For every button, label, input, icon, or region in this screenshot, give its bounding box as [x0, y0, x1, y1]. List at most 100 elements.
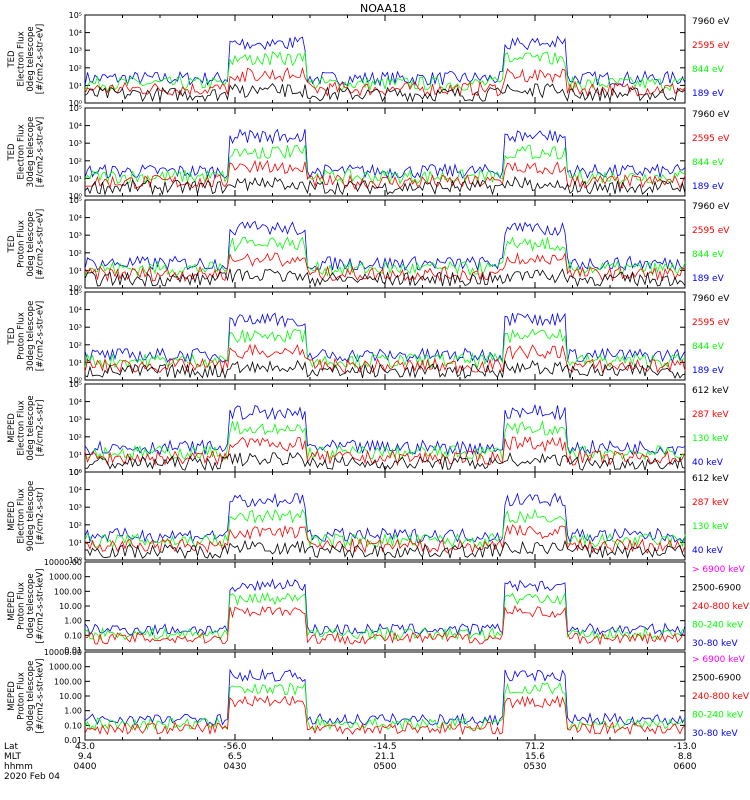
legend-entry: 844 eV	[692, 250, 725, 260]
legend-entry: 2595 eV	[692, 226, 730, 236]
legend-entry: 40 keV	[692, 546, 724, 556]
y-axis-label: MEPED Electron Flux 0deg telescope [#/cm2-s…	[7, 395, 46, 460]
legend-entry: 7960 eV	[692, 17, 730, 27]
legend-entry: 287 keV	[692, 498, 729, 508]
legend-entry: 189 eV	[692, 89, 725, 99]
y-tick-label: 10⁴	[69, 486, 82, 495]
y-axis-label-line: 0deg telescope	[26, 211, 36, 276]
y-tick-label: 10⁰	[69, 556, 82, 565]
flux-series	[84, 492, 686, 544]
footer-row-label: MLT	[4, 752, 22, 762]
flux-series	[84, 236, 686, 278]
y-axis-label-line: Electron Flux	[17, 124, 27, 179]
y-tick-label: 1.00	[64, 617, 82, 626]
y-tick-label: 10³	[69, 503, 82, 512]
y-tick-label: 10³	[69, 231, 82, 240]
y-axis-label-line: Proton Flux	[17, 312, 27, 360]
flux-series	[84, 420, 686, 462]
y-tick-label: 1.00	[64, 707, 82, 716]
legend-entry: 2500-6900	[692, 674, 741, 684]
y-axis-label-line: TED	[7, 50, 17, 69]
y-tick-label: 10¹	[69, 538, 82, 547]
footer-value: 0530	[524, 762, 547, 772]
flux-series	[84, 436, 686, 467]
y-axis-label-line: 0deg telescope	[26, 573, 36, 638]
flux-series	[84, 159, 686, 191]
y-axis-label-line: [#/cm2-s-str]	[36, 400, 46, 457]
legend-entry: 189 eV	[692, 366, 725, 376]
legend-entry: 189 eV	[692, 182, 725, 192]
y-tick-label: 10²	[69, 521, 82, 530]
footer-value: -13.0	[673, 742, 697, 752]
y-axis-label-line: 90deg telescope	[26, 661, 36, 732]
y-tick-label: 10³	[69, 415, 82, 424]
y-tick-label: 10¹	[69, 81, 82, 90]
y-tick-label: 0.10	[64, 721, 82, 730]
footer-value: 8.8	[678, 752, 693, 762]
y-tick-label: 10¹	[69, 266, 82, 275]
flux-series	[84, 451, 686, 472]
panel-8: 0.01 0.10 1.00 10.00 100.00 1000.00 10000.00 ME…	[7, 648, 750, 745]
y-tick-label: 10⁰	[69, 284, 82, 293]
y-tick-label: 10³	[69, 46, 82, 55]
flux-series	[84, 359, 686, 380]
figure-title: NOAA18	[360, 2, 406, 15]
y-axis-label: MEPED Proton Flux 90deg telescope [#/cm2-s-…	[7, 659, 46, 734]
flux-series	[84, 35, 686, 87]
footer-value: 9.4	[78, 752, 93, 762]
footer-value: 15.6	[525, 752, 545, 762]
y-tick-label: 10000.00	[44, 648, 82, 657]
flux-series	[84, 695, 686, 736]
flux-series	[84, 328, 686, 369]
y-axis-label-line: [#/cm2-s-str-keV]	[36, 569, 46, 644]
legend-entry: 612 keV	[692, 474, 729, 484]
y-tick-label: 10⁰	[69, 99, 82, 108]
y-axis-label-line: [#/cm2-s-str-eV]	[36, 117, 46, 187]
y-tick-label: 10.00	[59, 602, 82, 611]
footer-value: -14.5	[373, 742, 396, 752]
y-tick-label: 10⁵	[69, 288, 82, 297]
legend-entry: 189 eV	[692, 274, 725, 284]
y-tick-label: 100.00	[54, 587, 82, 596]
y-tick-label: 10²	[69, 157, 82, 166]
y-axis-label-line: Electron Flux	[17, 400, 27, 455]
y-tick-label: 10²	[69, 64, 82, 73]
flux-series	[84, 252, 686, 283]
y-axis-label-line: MEPED	[7, 501, 17, 531]
legend-entry: 287 keV	[692, 410, 729, 420]
y-axis-label-line: Electron Flux	[17, 488, 27, 543]
panel-7: 0.01 0.10 1.00 10.00 100.00 1000.00 10000.00 ME…	[7, 558, 750, 655]
flux-series	[84, 508, 686, 549]
y-tick-label: 0.01	[64, 646, 82, 655]
y-axis-label-line: 0deg telescope	[26, 26, 36, 91]
legend-entry: 30-80 keV	[692, 639, 738, 649]
y-tick-label: 10¹	[69, 174, 82, 183]
legend-entry: 80-240 keV	[692, 621, 744, 631]
y-axis-label-line: TED	[7, 327, 17, 346]
y-axis-label-line: 30deg telescope	[26, 117, 36, 188]
y-axis-label-line: [#/cm2-s-str-eV]	[36, 301, 46, 371]
legend-entry: 2595 eV	[692, 318, 730, 328]
flux-series	[84, 83, 686, 103]
y-tick-label: 1000.00	[49, 573, 82, 582]
panel-6: 10⁰ 10¹ 10² 10³ 10⁴ 10⁵ MEPED Electron Flux 90de…	[7, 468, 729, 565]
footer-value: 71.2	[525, 742, 545, 752]
footer-value: 6.5	[228, 752, 242, 762]
footer-date: 2020 Feb 04	[4, 772, 60, 782]
flux-series	[84, 578, 686, 637]
y-axis-label-line: [#/cm2-s-str-eV]	[36, 24, 46, 94]
y-tick-label: 10⁵	[69, 11, 82, 20]
y-axis-label: MEPED Proton Flux 0deg telescope [#/cm2-s-s…	[7, 569, 46, 644]
y-tick-label: 10¹	[69, 450, 82, 459]
y-tick-label: 10²	[69, 341, 82, 350]
footer-value: 21.1	[375, 752, 395, 762]
footer-axis-labels: Lat 43.0 -56.0 -14.5 71.2 -13.0 MLT 9.4 6.5 21.1 1…	[4, 742, 697, 782]
legend-entry: 7960 eV	[692, 202, 730, 212]
panel-frame	[84, 383, 686, 473]
footer-row-label: Lat	[4, 742, 19, 752]
legend-entry: 80-240 keV	[692, 711, 744, 721]
legend-entry: > 6900 keV	[692, 655, 746, 665]
y-axis-label-line: Proton Flux	[17, 582, 27, 630]
y-tick-label: 0.01	[64, 736, 82, 745]
footer-value: -56.0	[223, 742, 247, 752]
